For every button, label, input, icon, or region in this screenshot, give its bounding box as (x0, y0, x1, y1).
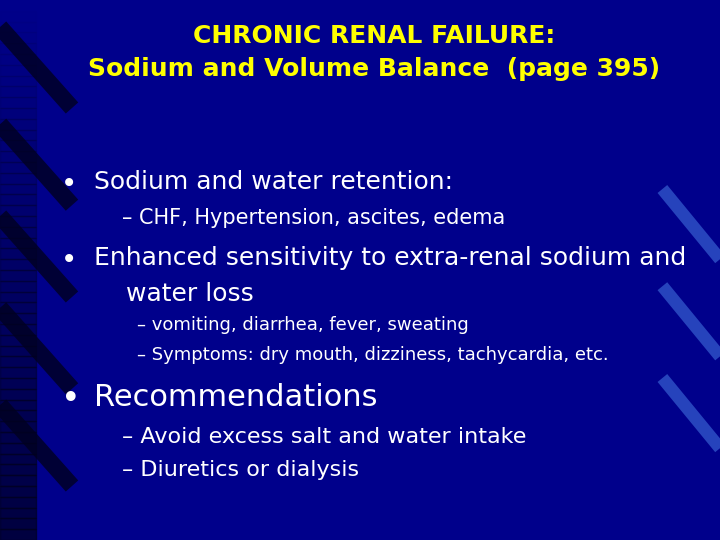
Bar (0, 227, 36, 238)
Text: •: • (61, 383, 81, 416)
Bar (0, 346, 36, 356)
Bar (0, 173, 36, 184)
Bar (0, 378, 36, 389)
Bar (0, 65, 36, 76)
Bar (0, 497, 36, 508)
Text: – CHF, Hypertension, ascites, edema: – CHF, Hypertension, ascites, edema (122, 208, 505, 228)
Bar (0, 421, 36, 432)
Bar (0, 194, 36, 205)
Bar (0, 475, 36, 486)
Bar (0, 335, 36, 346)
Bar (0, 43, 36, 54)
Text: – Diuretics or dialysis: – Diuretics or dialysis (122, 460, 359, 480)
Bar (0, 400, 36, 410)
Bar (0, 259, 36, 270)
Bar (0, 324, 36, 335)
Text: Sodium and Volume Balance  (page 395): Sodium and Volume Balance (page 395) (89, 57, 660, 80)
Bar (0, 11, 36, 22)
Bar (0, 184, 36, 194)
Bar (0, 464, 36, 475)
Bar (0, 529, 36, 540)
Bar (0, 486, 36, 497)
Bar (0, 205, 36, 216)
Bar (0, 389, 36, 400)
Bar (0, 292, 36, 302)
Bar (0, 162, 36, 173)
Bar (0, 32, 36, 43)
Bar (0, 108, 36, 119)
Bar (0, 54, 36, 65)
Bar (0, 281, 36, 292)
Bar (0, 302, 36, 313)
Bar (0, 410, 36, 421)
Bar (0, 140, 36, 151)
Bar (0, 130, 36, 140)
Text: Recommendations: Recommendations (94, 383, 377, 413)
Bar (0, 97, 36, 108)
Bar (0, 443, 36, 454)
Text: Enhanced sensitivity to extra-renal sodium and: Enhanced sensitivity to extra-renal sodi… (94, 246, 686, 269)
Bar (0, 454, 36, 464)
Text: •: • (61, 170, 78, 198)
Bar (0, 119, 36, 130)
Bar (0, 518, 36, 529)
Text: – Symptoms: dry mouth, dizziness, tachycardia, etc.: – Symptoms: dry mouth, dizziness, tachyc… (137, 346, 608, 363)
Bar (0, 238, 36, 248)
Bar (0, 216, 36, 227)
Bar (0, 151, 36, 162)
Text: Sodium and water retention:: Sodium and water retention: (94, 170, 453, 194)
Bar (0, 508, 36, 518)
Bar (0, 313, 36, 324)
Text: CHRONIC RENAL FAILURE:: CHRONIC RENAL FAILURE: (193, 24, 556, 48)
Bar (0, 432, 36, 443)
Text: water loss: water loss (126, 282, 253, 306)
Bar (0, 367, 36, 378)
Bar (0, 356, 36, 367)
Bar (0, 22, 36, 32)
Bar (0, 270, 36, 281)
Bar (0, 76, 36, 86)
Text: •: • (61, 246, 78, 274)
Bar (0, 0, 36, 11)
Bar (0, 248, 36, 259)
Text: – Avoid excess salt and water intake: – Avoid excess salt and water intake (122, 427, 527, 447)
Text: – vomiting, diarrhea, fever, sweating: – vomiting, diarrhea, fever, sweating (137, 316, 469, 334)
Bar (0, 86, 36, 97)
